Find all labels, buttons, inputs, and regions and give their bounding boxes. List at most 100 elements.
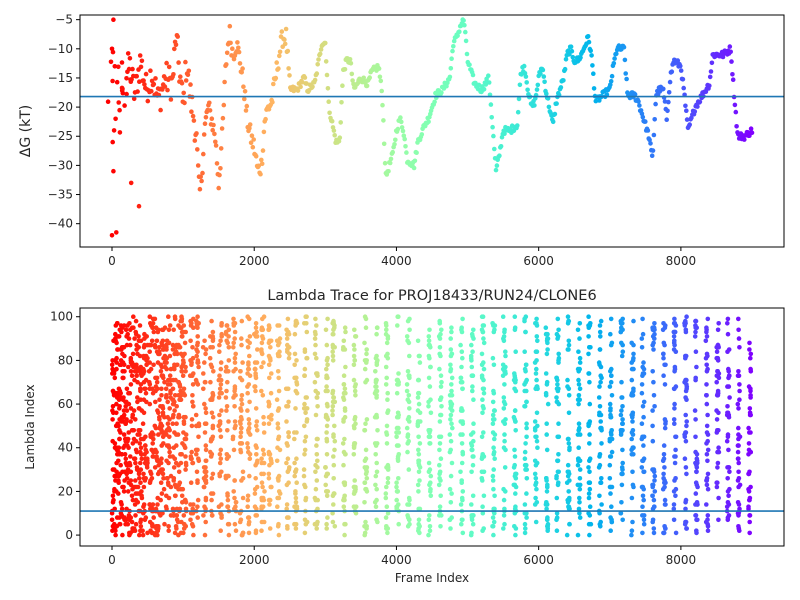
dg-point bbox=[381, 118, 386, 123]
lambda-point bbox=[246, 515, 252, 520]
lambda-point bbox=[225, 454, 231, 459]
lambda-point bbox=[544, 421, 549, 427]
lambda-point bbox=[620, 349, 626, 355]
lambda-point bbox=[254, 428, 260, 433]
dg-y-ticks: −40−35−30−25−20−15−10−5 bbox=[48, 13, 80, 231]
lambda-point bbox=[324, 526, 330, 531]
lambda-point bbox=[587, 486, 593, 492]
lambda-point bbox=[173, 493, 178, 499]
lambda-point bbox=[577, 336, 582, 341]
lambda-point bbox=[260, 336, 266, 341]
lambda-point bbox=[469, 469, 474, 475]
lambda-point bbox=[629, 430, 635, 435]
lambda-point bbox=[153, 399, 158, 405]
lambda-point bbox=[619, 379, 624, 385]
lambda-point bbox=[448, 417, 453, 422]
lambda-point bbox=[639, 421, 645, 427]
lambda-point bbox=[182, 351, 187, 357]
lambda-point bbox=[253, 388, 258, 394]
dg-point bbox=[129, 77, 134, 82]
lambda-point bbox=[512, 375, 518, 381]
lambda-point bbox=[353, 393, 358, 398]
lambda-point bbox=[373, 452, 379, 457]
dg-point bbox=[207, 100, 212, 106]
lambda-point bbox=[512, 327, 518, 333]
dg-point bbox=[207, 108, 213, 113]
lambda-point bbox=[261, 430, 267, 435]
lambda-point bbox=[183, 454, 188, 459]
dg-point bbox=[165, 87, 170, 93]
lambda-point bbox=[715, 327, 721, 333]
lambda-point bbox=[577, 476, 583, 481]
lambda-point bbox=[704, 482, 710, 488]
dg-point bbox=[139, 58, 145, 64]
lambda-point bbox=[469, 342, 474, 348]
lambda-point bbox=[577, 510, 582, 516]
dg-point bbox=[237, 61, 243, 66]
lambda-point bbox=[684, 419, 689, 424]
lambda-point bbox=[224, 323, 230, 328]
lambda-point bbox=[524, 434, 529, 440]
dg-point bbox=[683, 103, 688, 109]
lambda-point bbox=[470, 462, 476, 468]
lambda-point bbox=[407, 316, 412, 322]
lambda-point bbox=[471, 421, 476, 427]
dg-point bbox=[259, 161, 265, 167]
lambda-point bbox=[523, 369, 528, 374]
dg-point bbox=[124, 76, 129, 81]
lambda-point bbox=[159, 467, 164, 472]
lambda-point bbox=[226, 334, 231, 339]
lambda-point bbox=[131, 314, 136, 320]
dg-point bbox=[243, 108, 249, 113]
lambda-point bbox=[705, 528, 711, 533]
lambda-point bbox=[575, 532, 581, 538]
lambda-plot-frame bbox=[79, 307, 785, 547]
lambda-point bbox=[405, 338, 410, 344]
lambda-point bbox=[385, 530, 390, 536]
dg-point bbox=[558, 85, 564, 90]
lambda-point bbox=[315, 506, 320, 512]
lambda-point bbox=[136, 471, 142, 477]
lambda-point bbox=[522, 502, 528, 507]
lambda-point bbox=[375, 358, 380, 363]
lambda-point bbox=[747, 406, 753, 411]
dg-point bbox=[164, 60, 169, 66]
lambda-point bbox=[746, 425, 751, 431]
lambda-point bbox=[269, 417, 274, 422]
lambda-point bbox=[363, 486, 368, 492]
lambda-point bbox=[313, 412, 319, 418]
lambda-point bbox=[210, 414, 216, 420]
lambda-point bbox=[631, 318, 636, 324]
dg-point bbox=[195, 163, 201, 168]
lambda-point bbox=[158, 497, 163, 503]
lambda-point bbox=[459, 349, 465, 355]
lambda-point bbox=[120, 351, 125, 357]
lambda-point bbox=[217, 412, 222, 418]
lambda-point bbox=[314, 323, 319, 328]
lambda-point bbox=[448, 401, 454, 407]
dg-point bbox=[183, 78, 189, 83]
lambda-point bbox=[490, 412, 496, 418]
lambda-point bbox=[746, 471, 751, 477]
lambda-point bbox=[127, 462, 133, 468]
lambda-point bbox=[577, 321, 583, 326]
dg-point bbox=[387, 160, 393, 166]
lambda-point bbox=[683, 395, 688, 400]
lambda-point bbox=[152, 316, 158, 322]
lambda-point bbox=[565, 473, 571, 479]
lambda-point bbox=[151, 362, 156, 368]
lambda-point bbox=[543, 331, 549, 337]
lambda-point bbox=[268, 458, 274, 464]
lambda-point bbox=[352, 388, 358, 394]
lambda-point bbox=[501, 366, 507, 372]
lambda-point bbox=[684, 471, 689, 477]
lambda-point bbox=[384, 484, 389, 490]
lambda-point bbox=[363, 421, 368, 427]
lambda-point bbox=[217, 349, 222, 355]
lambda-point bbox=[126, 401, 132, 407]
lambda-point bbox=[416, 458, 421, 464]
lambda-point bbox=[543, 371, 549, 376]
lambda-point bbox=[501, 419, 506, 424]
dg-point bbox=[218, 146, 224, 151]
lambda-point bbox=[351, 342, 357, 348]
